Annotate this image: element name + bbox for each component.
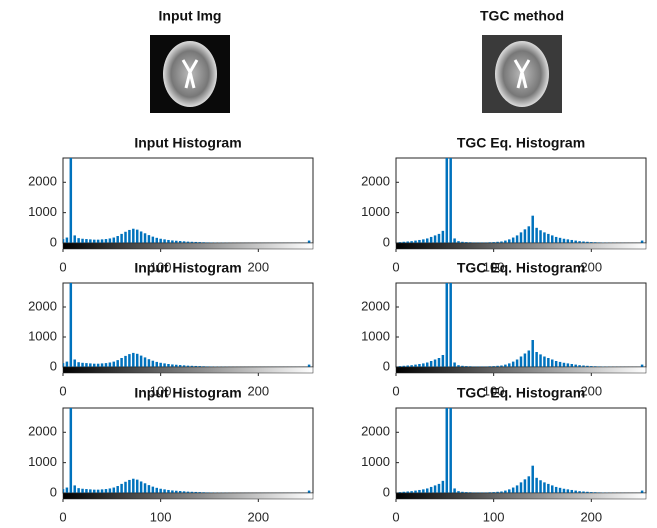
x-tick-label: 0 — [392, 259, 399, 274]
gray-scale-bar — [396, 367, 646, 373]
axes-box — [396, 408, 646, 493]
y-tick-label: 0 — [383, 234, 390, 249]
x-tick-label: 100 — [150, 509, 172, 524]
x-tick-label: 200 — [247, 383, 269, 398]
y-tick-label: 1000 — [28, 204, 57, 219]
y-tick-label: 1000 — [28, 454, 57, 469]
panel-title: Input Histogram — [134, 135, 241, 151]
input-image — [150, 35, 230, 113]
tgc-image — [482, 35, 562, 113]
gray-scale-bar — [396, 493, 646, 499]
y-tick-label: 2000 — [28, 174, 57, 189]
y-tick-label: 0 — [50, 234, 57, 249]
panel-title: TGC Eq. Histogram — [457, 385, 585, 401]
gray-scale-bar — [63, 493, 313, 499]
axes-box — [63, 158, 313, 243]
axes-box — [63, 283, 313, 367]
x-tick-label: 100 — [483, 509, 505, 524]
y-tick-label: 1000 — [361, 204, 390, 219]
image-title: Input Img — [159, 8, 222, 24]
gray-scale-bar — [396, 243, 646, 249]
y-tick-label: 2000 — [28, 424, 57, 439]
y-tick-label: 2000 — [361, 424, 390, 439]
x-tick-label: 200 — [247, 509, 269, 524]
x-tick-label: 0 — [59, 509, 66, 524]
x-tick-label: 200 — [247, 259, 269, 274]
x-tick-label: 0 — [59, 383, 66, 398]
y-tick-label: 0 — [383, 358, 390, 373]
gray-scale-bar — [63, 243, 313, 249]
gray-scale-bar — [63, 367, 313, 373]
figure: Input Img TGC method Input Histogram 0 100… — [0, 0, 657, 528]
y-tick-label: 1000 — [361, 454, 390, 469]
axes-box — [396, 283, 646, 367]
x-tick-label: 0 — [392, 509, 399, 524]
x-tick-label: 0 — [59, 259, 66, 274]
axes-box — [396, 158, 646, 243]
x-tick-label: 200 — [580, 509, 602, 524]
y-tick-label: 2000 — [28, 298, 57, 313]
y-tick-label: 2000 — [361, 298, 390, 313]
panel-title: Input Histogram — [134, 385, 241, 401]
y-tick-label: 0 — [383, 484, 390, 499]
histogram-panel: TGC Eq. Histogram 0 1000 2000 0 100 200 — [361, 385, 646, 525]
y-tick-label: 2000 — [361, 174, 390, 189]
panel-title: TGC Eq. Histogram — [457, 135, 585, 151]
y-tick-label: 1000 — [361, 328, 390, 343]
panel-title: TGC Eq. Histogram — [457, 260, 585, 276]
y-tick-label: 0 — [50, 484, 57, 499]
y-tick-label: 0 — [50, 358, 57, 373]
axes-box — [63, 408, 313, 493]
image-title: TGC method — [480, 8, 564, 24]
panel-title: Input Histogram — [134, 260, 241, 276]
y-tick-label: 1000 — [28, 328, 57, 343]
x-tick-label: 0 — [392, 383, 399, 398]
